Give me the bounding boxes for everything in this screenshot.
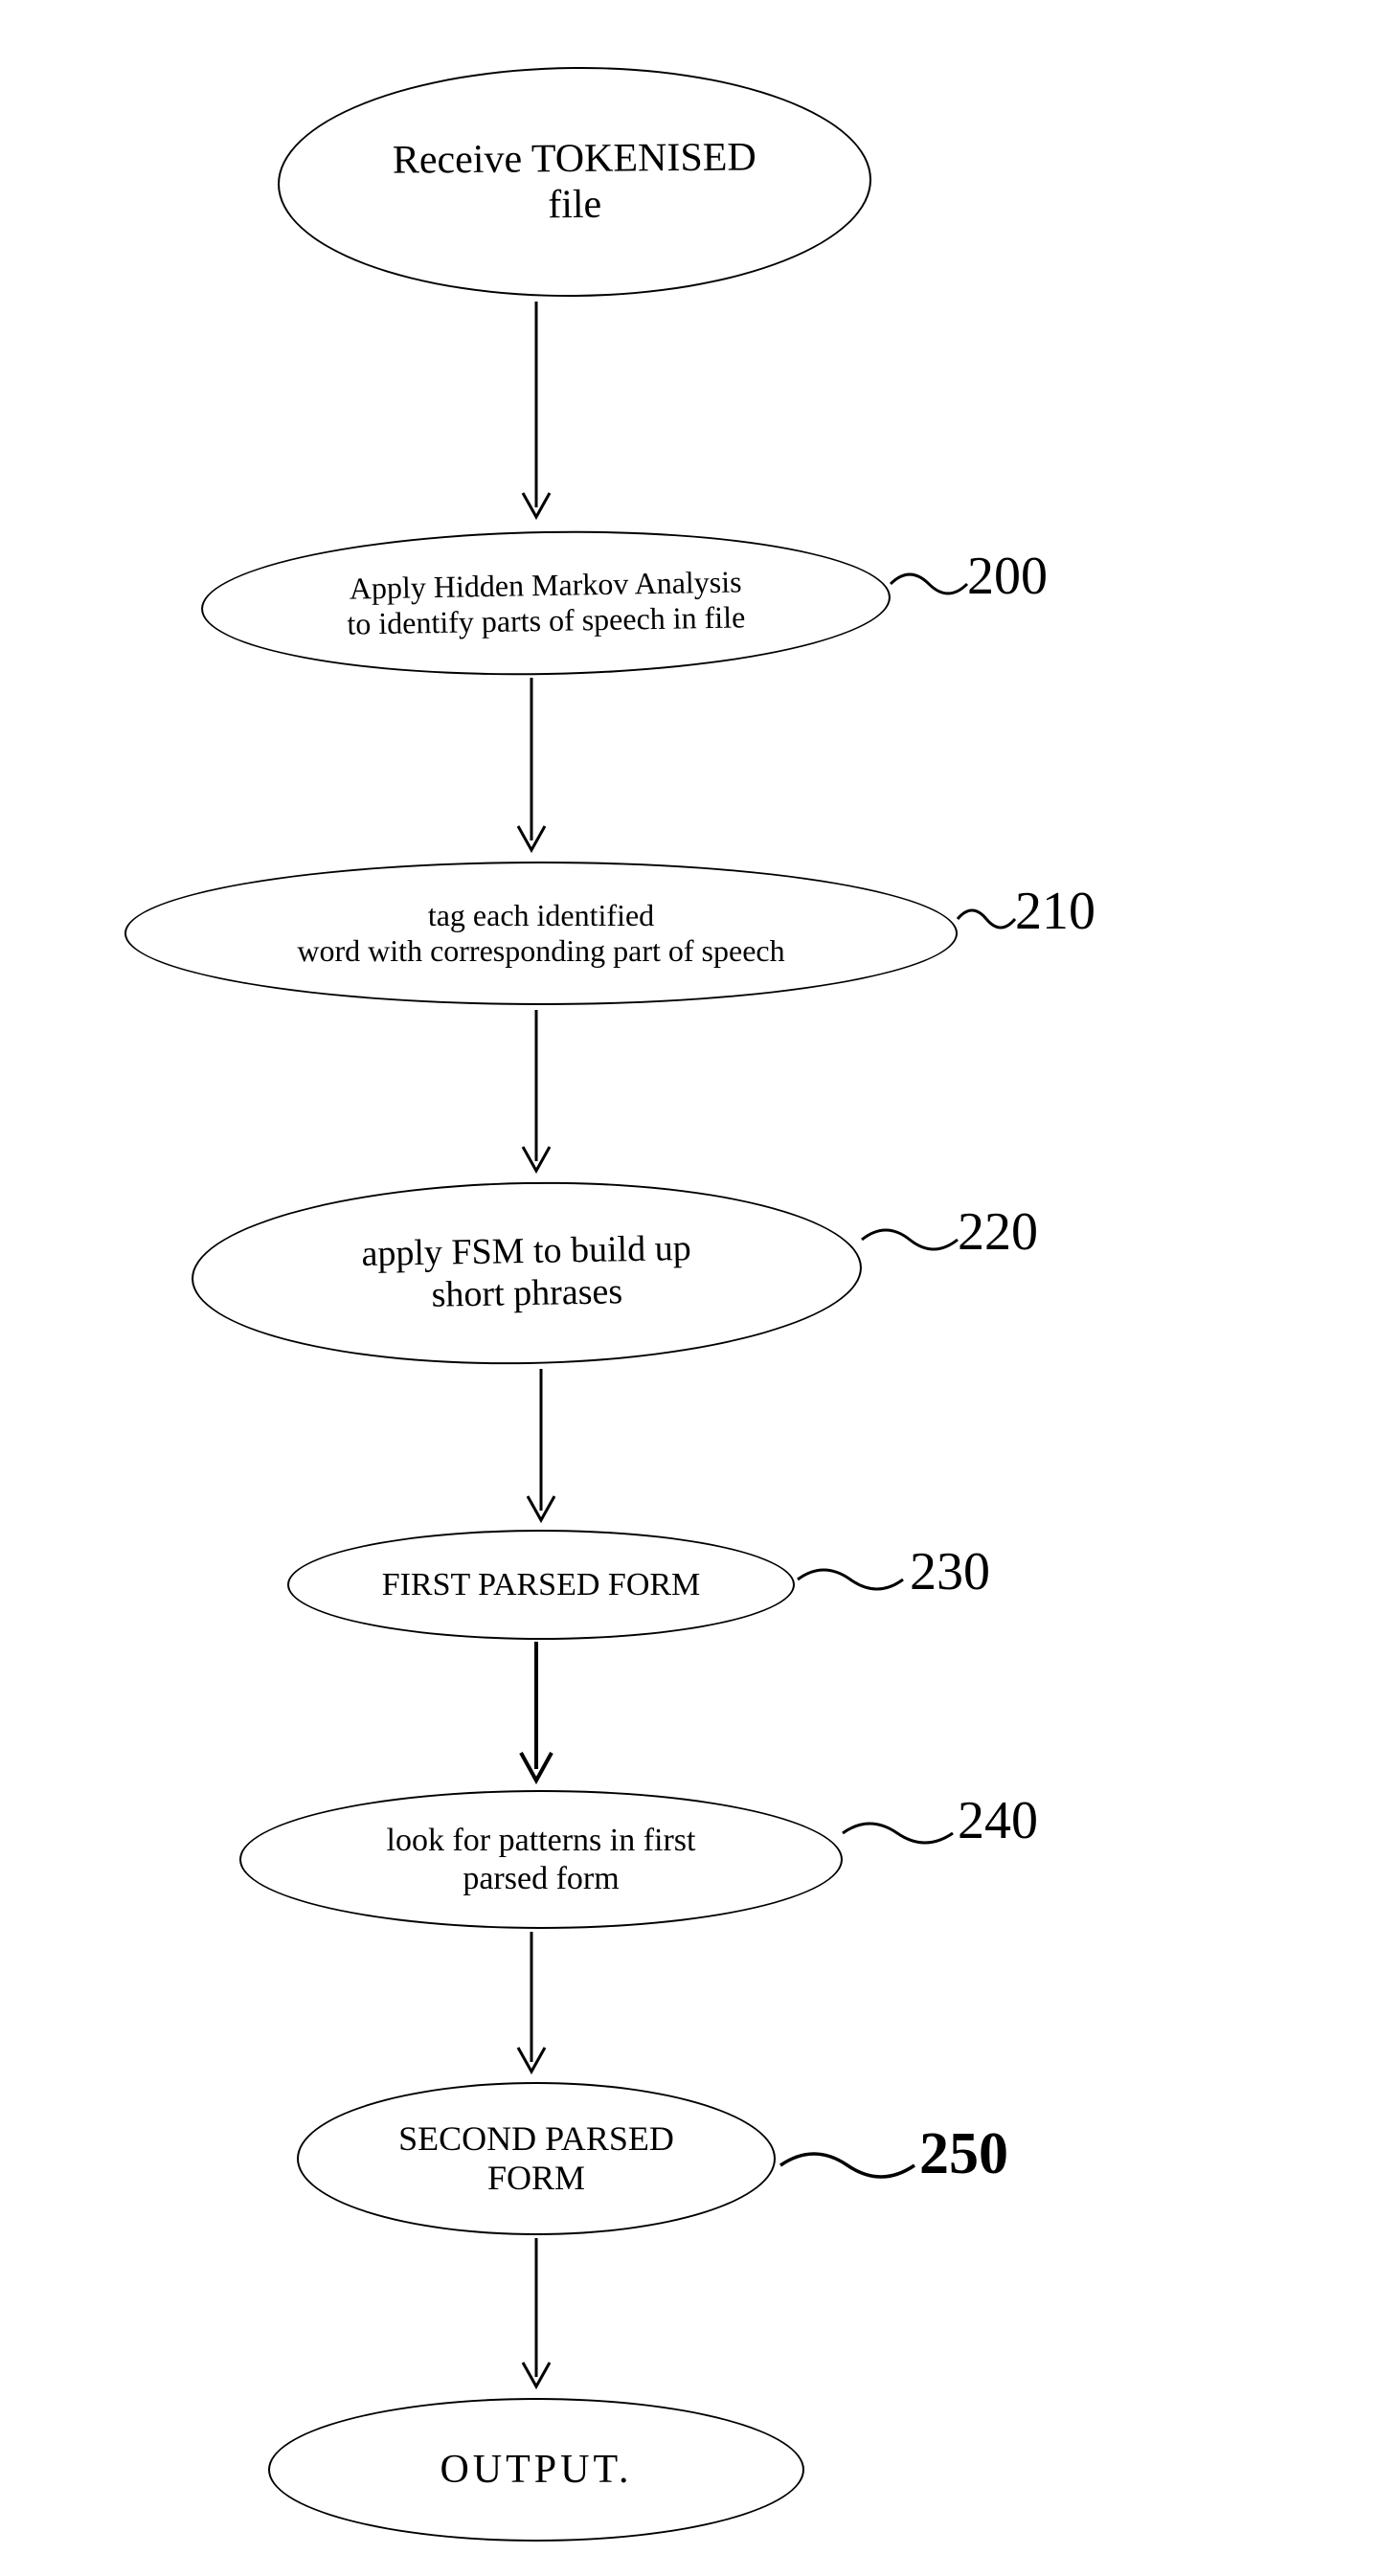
node-label-200: 200 (967, 546, 1048, 607)
flow-node-output: OUTPUT. (268, 2398, 804, 2542)
tilde-230 (798, 1560, 903, 1599)
node-text: tag each identifiedword with correspondi… (297, 898, 784, 969)
flow-node-first-parsed: FIRST PARSED FORM (287, 1530, 795, 1640)
arrow-0-1 (517, 302, 555, 531)
arrow-5-6 (512, 1932, 551, 2083)
arrow-4-5 (517, 1642, 555, 1790)
flow-node-tag: tag each identifiedword with correspondi… (124, 862, 958, 1005)
arrow-3-4 (522, 1369, 560, 1532)
node-text: OUTPUT. (440, 2447, 632, 2493)
arrow-2-3 (517, 1010, 555, 1182)
node-label-250: 250 (919, 2120, 1008, 2188)
node-text: apply FSM to build upshort phrases (361, 1228, 692, 1317)
tilde-240 (843, 1814, 953, 1852)
flow-node-fsm: apply FSM to build upshort phrases (190, 1176, 863, 1370)
node-text: look for patterns in firstparsed form (387, 1822, 696, 1896)
tilde-250 (780, 2144, 915, 2187)
flow-node-patterns: look for patterns in firstparsed form (239, 1790, 843, 1929)
arrow-6-7 (517, 2238, 555, 2398)
flow-node-hmm: Apply Hidden Markov Analysisto identify … (200, 526, 892, 682)
tilde-200 (891, 565, 967, 603)
node-text: FIRST PARSED FORM (382, 1566, 701, 1603)
node-label-240: 240 (958, 1790, 1038, 1851)
tilde-210 (958, 900, 1015, 938)
node-label-220: 220 (958, 1201, 1038, 1263)
node-label-230: 230 (910, 1541, 990, 1602)
node-label-210: 210 (1015, 881, 1095, 942)
flow-node-second-parsed: SECOND PARSEDFORM (297, 2082, 776, 2235)
tilde-220 (862, 1221, 958, 1259)
flow-node-receive: Receive TOKENISEDfile (277, 64, 872, 299)
node-text: Apply Hidden Markov Analysisto identify … (346, 565, 745, 642)
arrow-1-2 (512, 678, 551, 862)
node-text: Receive TOKENISEDfile (393, 134, 757, 230)
node-text: SECOND PARSEDFORM (398, 2119, 674, 2199)
